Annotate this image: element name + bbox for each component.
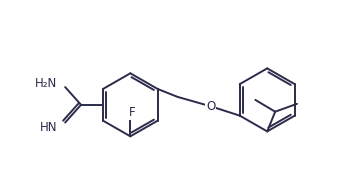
Text: O: O bbox=[206, 100, 215, 113]
Text: HN: HN bbox=[40, 121, 57, 134]
Text: F: F bbox=[129, 106, 136, 119]
Text: H₂N: H₂N bbox=[35, 77, 57, 90]
